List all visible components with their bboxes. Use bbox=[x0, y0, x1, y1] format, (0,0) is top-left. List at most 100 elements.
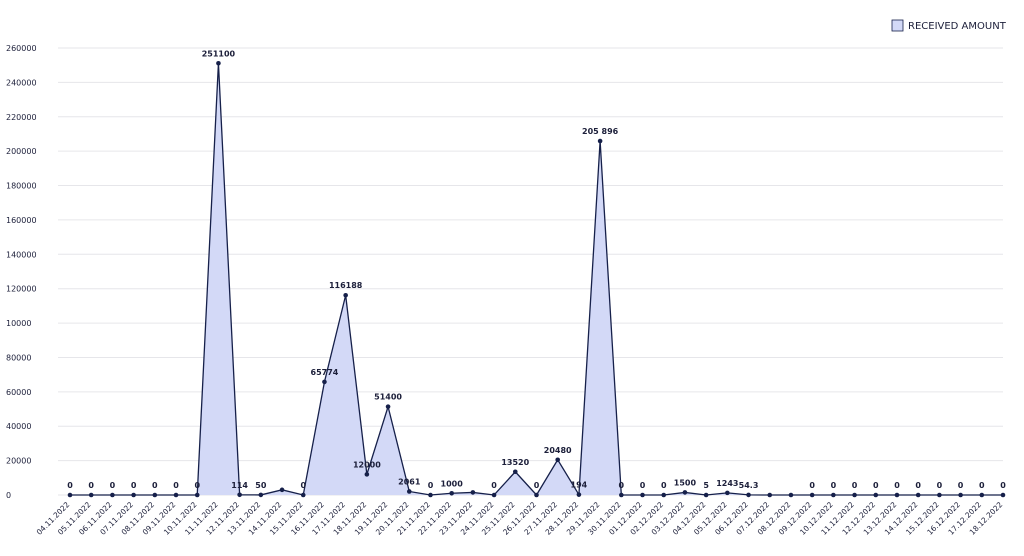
point bbox=[576, 492, 582, 497]
point bbox=[173, 492, 179, 498]
value-label: 0 bbox=[110, 481, 116, 490]
y-tick-label: 20000 bbox=[6, 457, 31, 466]
value-label: 13520 bbox=[501, 458, 529, 467]
point bbox=[555, 457, 561, 463]
point bbox=[852, 492, 857, 498]
value-label: 0 bbox=[428, 481, 434, 490]
y-tick-label: 240000 bbox=[6, 78, 37, 87]
value-label: 0 bbox=[873, 481, 879, 490]
point bbox=[831, 492, 836, 498]
value-label: 0 bbox=[1000, 481, 1006, 490]
point bbox=[725, 490, 730, 496]
value-label: 65774 bbox=[311, 368, 339, 377]
value-label: 0 bbox=[300, 481, 306, 490]
value-label: 0 bbox=[194, 481, 200, 490]
point bbox=[131, 492, 136, 498]
point bbox=[788, 492, 794, 498]
value-label: 51400 bbox=[374, 393, 402, 402]
point bbox=[470, 490, 476, 495]
point bbox=[322, 379, 327, 385]
y-tick-label: 220000 bbox=[6, 113, 37, 122]
legend-swatch bbox=[891, 19, 904, 32]
value-label: 116188 bbox=[329, 281, 363, 290]
point bbox=[258, 492, 264, 498]
value-label: 194 bbox=[571, 481, 588, 490]
value-label: 0 bbox=[958, 481, 964, 490]
point bbox=[894, 492, 900, 498]
point bbox=[449, 490, 454, 496]
point bbox=[491, 492, 497, 498]
value-label: 0 bbox=[491, 481, 497, 490]
point bbox=[364, 472, 370, 477]
y-tick-label: 160000 bbox=[6, 216, 37, 225]
point bbox=[279, 487, 285, 493]
value-label: 0 bbox=[852, 481, 858, 490]
value-label: 2061 bbox=[398, 477, 421, 486]
point bbox=[767, 492, 773, 498]
area bbox=[70, 63, 1003, 496]
point bbox=[300, 492, 306, 498]
y-tick-label: 260000 bbox=[6, 44, 37, 53]
point bbox=[67, 492, 73, 498]
value-label: 0 bbox=[915, 481, 921, 490]
point bbox=[194, 492, 200, 498]
value-label: 114 bbox=[231, 481, 248, 490]
value-label: 0 bbox=[534, 481, 540, 490]
value-label: 205 896 bbox=[582, 127, 619, 136]
value-label: 0 bbox=[152, 481, 158, 490]
value-label: 12000 bbox=[353, 460, 381, 469]
point bbox=[216, 61, 221, 66]
point bbox=[406, 489, 412, 494]
value-label: 0 bbox=[894, 481, 900, 490]
y-tick-label: 200000 bbox=[6, 147, 37, 156]
point bbox=[682, 490, 688, 495]
value-label: 1000 bbox=[441, 479, 464, 488]
y-tick-label: 40000 bbox=[6, 422, 31, 431]
value-label: 0 bbox=[640, 481, 646, 490]
y-tick-label: 0 bbox=[6, 491, 11, 500]
value-label: 0 bbox=[131, 481, 137, 490]
point bbox=[428, 492, 433, 498]
point bbox=[661, 492, 667, 498]
y-tick-label: 180000 bbox=[6, 182, 37, 191]
value-label: 0 bbox=[88, 481, 94, 490]
value-label: 5 bbox=[703, 481, 709, 490]
point bbox=[915, 492, 921, 498]
value-label: 0 bbox=[661, 481, 667, 490]
point bbox=[597, 138, 603, 144]
value-label: 251100 bbox=[202, 49, 236, 58]
value-label: 1500 bbox=[674, 478, 697, 487]
point bbox=[937, 492, 942, 498]
value-label: 0 bbox=[979, 481, 985, 490]
point bbox=[343, 292, 348, 298]
point bbox=[88, 492, 94, 498]
value-label: 0 bbox=[173, 481, 179, 490]
value-label: 0 bbox=[809, 481, 815, 490]
point bbox=[979, 492, 985, 498]
value-label: 1243 bbox=[716, 479, 738, 488]
point bbox=[512, 469, 518, 475]
point bbox=[110, 492, 115, 498]
point bbox=[237, 492, 242, 498]
value-label: 54.3 bbox=[739, 481, 759, 490]
point bbox=[619, 492, 624, 498]
y-tick-label: 60000 bbox=[6, 388, 31, 397]
point bbox=[809, 492, 815, 498]
point bbox=[873, 492, 879, 498]
point bbox=[746, 492, 751, 498]
legend-label: RECEIVED AMOUNT bbox=[908, 21, 1007, 32]
point bbox=[703, 492, 709, 498]
value-label: 20480 bbox=[544, 446, 572, 455]
value-label: 0 bbox=[937, 481, 943, 490]
y-tick-label: 80000 bbox=[6, 353, 31, 362]
value-label: 0 bbox=[67, 481, 73, 490]
value-label: 0 bbox=[619, 481, 625, 490]
point bbox=[534, 492, 539, 498]
y-tick-label: 140000 bbox=[6, 250, 37, 259]
point bbox=[385, 404, 391, 409]
point bbox=[152, 492, 158, 498]
point bbox=[1000, 492, 1006, 498]
point bbox=[640, 492, 645, 498]
value-label: 0 bbox=[831, 481, 837, 490]
